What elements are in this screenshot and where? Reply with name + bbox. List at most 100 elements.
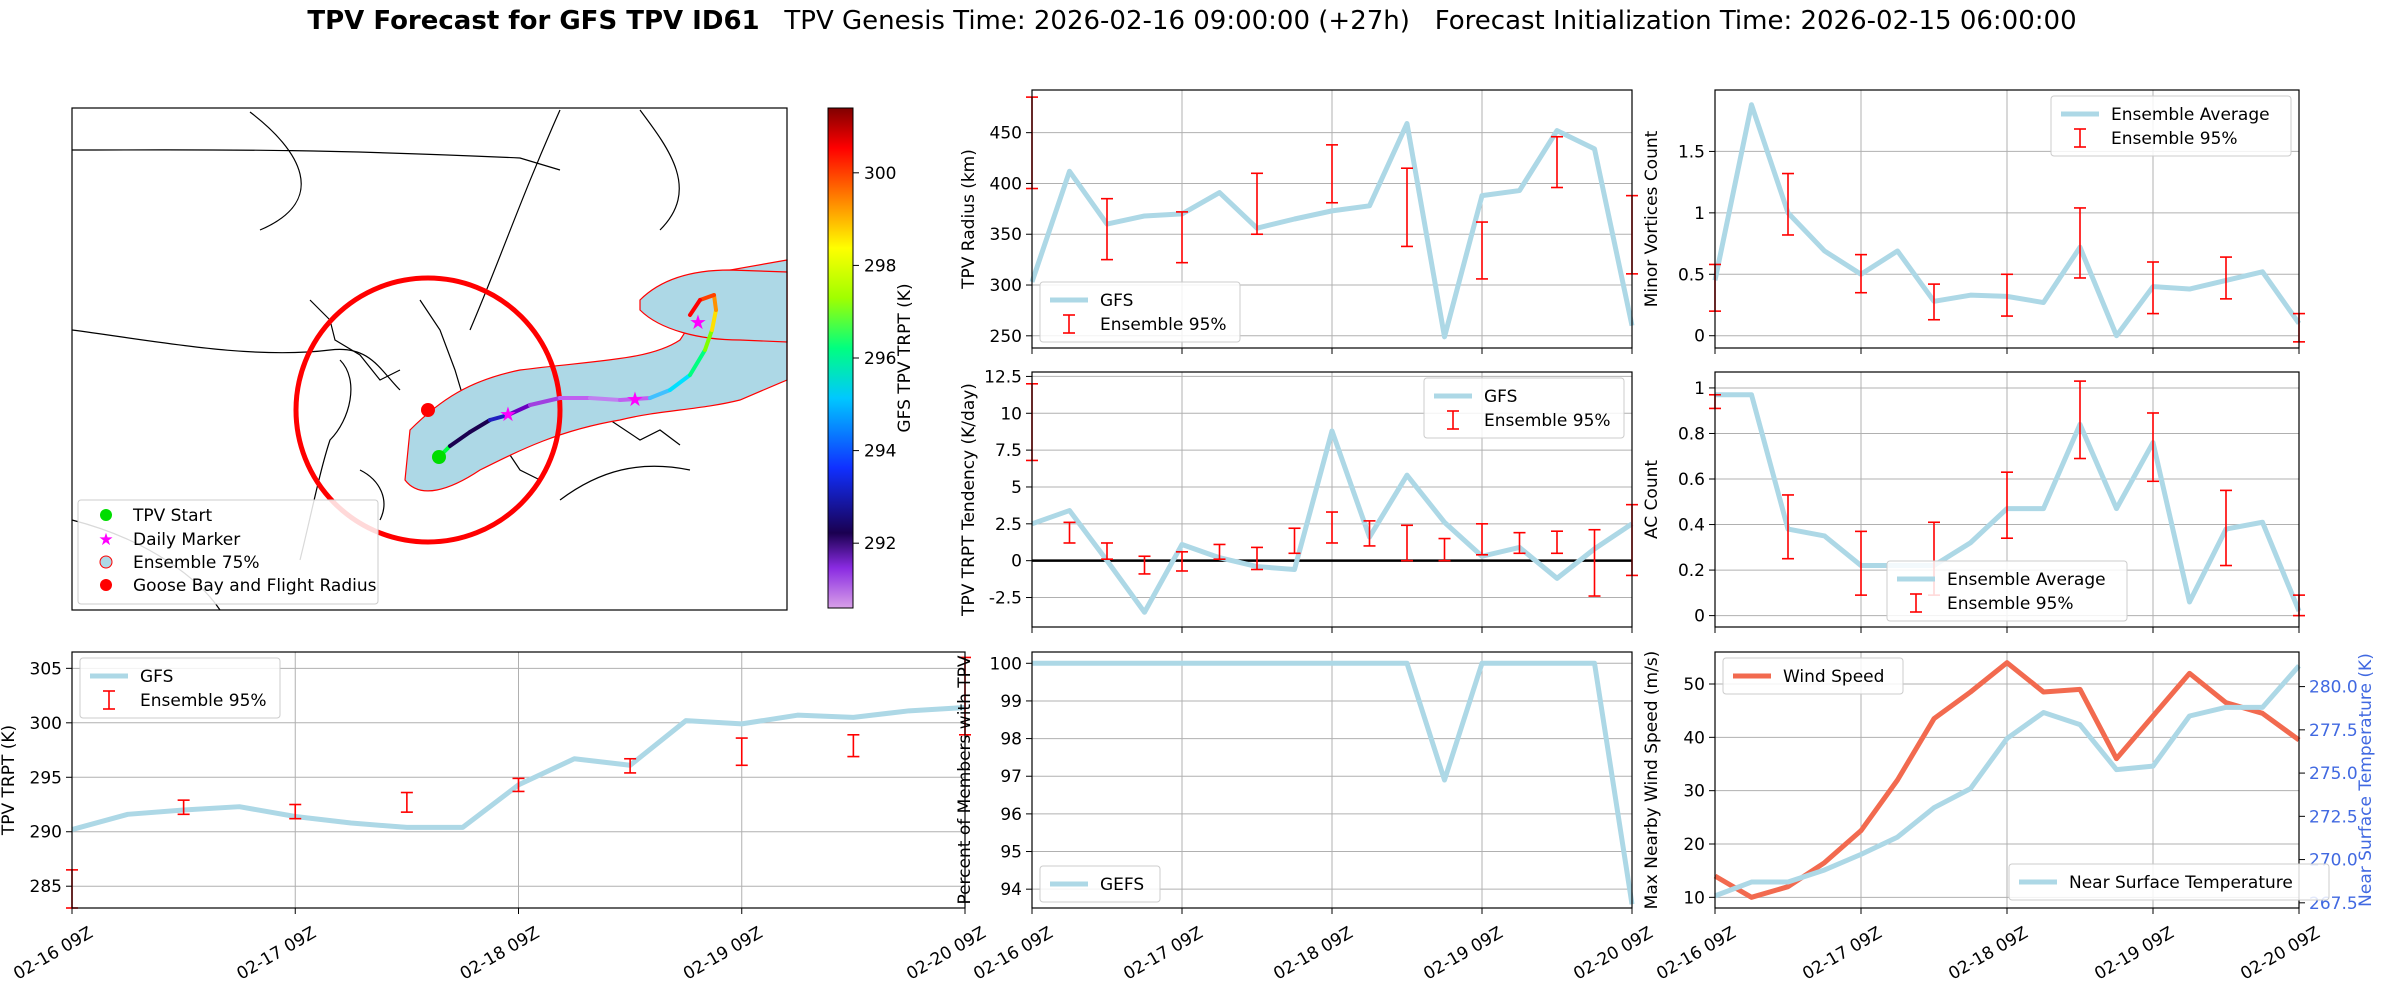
map-panel: ★ ★ ★ TPV Start ★ Daily Marker Ensemble … xyxy=(71,107,915,611)
y-axis-label: TPV Radius (km) xyxy=(959,149,979,290)
ensemble-errorbar xyxy=(2147,261,2159,315)
legend-label: Near Surface Temperature xyxy=(2069,873,2293,893)
legend-daily-marker: Daily Marker xyxy=(133,530,240,550)
legend-box xyxy=(1423,377,1625,439)
daily-marker-1: ★ xyxy=(499,402,517,426)
y-tick-label: 1 xyxy=(1694,204,1705,224)
coastlines xyxy=(71,109,788,611)
y-tick-label: 450 xyxy=(990,124,1022,144)
legend-box xyxy=(1722,657,1904,695)
track-segment xyxy=(448,430,472,448)
colorbar-label: GFS TPV TRPT (K) xyxy=(895,283,915,432)
colorbar-tick-label: 300 xyxy=(864,164,896,184)
legend-label: GFS xyxy=(1484,387,1517,407)
ensemble-errorbar xyxy=(1401,524,1413,562)
chart-radius: 250 300 350 400 450 TPV Radius (km) GFS Ensembl… xyxy=(959,89,1638,354)
ensemble-errorbar xyxy=(1438,537,1451,562)
y-tick-label: 0 xyxy=(1011,552,1022,572)
y-tick-label: 1 xyxy=(1694,379,1705,399)
ensemble-errorbar xyxy=(1782,172,1794,236)
legend-box xyxy=(1886,560,2128,622)
legend-label: Ensemble 95% xyxy=(1484,411,1611,431)
legend-label: Ensemble 95% xyxy=(140,691,267,711)
ensemble-errorbar xyxy=(1551,530,1563,555)
y-tick-label: 300 xyxy=(30,714,62,734)
ensemble-errorbar xyxy=(1928,283,1940,321)
chart-members: 94 95 96 97 98 99 100 Percent of Members with T… xyxy=(955,651,1657,982)
x-tick-label: 02-17 09Z xyxy=(233,923,319,982)
figure-title: TPV Forecast for GFS TPV ID61 TPV Genesi… xyxy=(0,6,2384,36)
legend-label: GEFS xyxy=(1100,875,1144,895)
ensemble-errorbar xyxy=(289,803,302,820)
legend-tendency: GFS Ensemble 95% xyxy=(1423,377,1625,439)
ensemble-errorbar xyxy=(177,799,190,816)
y-axis-label: Percent of Members with TPV xyxy=(955,655,975,904)
legend-ensemble: Ensemble 75% xyxy=(133,553,260,573)
legend-label: Ensemble Average xyxy=(1947,570,2106,590)
y-tick-label: 94 xyxy=(1000,880,1022,900)
ensemble-errorbar xyxy=(2220,256,2232,300)
y-tick-label: 1.5 xyxy=(1678,142,1705,162)
track-segment xyxy=(528,396,562,407)
track-segment xyxy=(648,388,672,400)
legend-label: Wind Speed xyxy=(1783,667,1884,687)
legend-label: Ensemble 95% xyxy=(1947,594,2074,614)
y-tick-label: 0.8 xyxy=(1678,424,1705,444)
track-segment xyxy=(668,373,692,392)
track-segment xyxy=(588,396,622,402)
legend-minor: Ensemble Average Ensemble 95% xyxy=(2050,95,2292,157)
legend-temp: Near Surface Temperature xyxy=(2008,863,2330,901)
x-tick-label: 02-17 09Z xyxy=(1799,923,1885,982)
y-axis-label: AC Count xyxy=(1642,460,1662,539)
ensemble-errorbar xyxy=(1176,551,1188,572)
legend-daily-marker-icon: ★ xyxy=(98,530,113,550)
track-segment xyxy=(506,403,532,417)
chart-trpt: 285 290 295 300 305 TPV TRPT (K) 02-16 09Z 02-1… xyxy=(0,651,990,982)
ensemble-errorbar xyxy=(1101,542,1113,560)
ensemble-errorbar xyxy=(1551,135,1563,189)
legend-wind: Wind Speed xyxy=(1722,657,1904,695)
ensemble-errorbar xyxy=(1782,494,1794,560)
ensemble-errorbar xyxy=(1288,527,1301,555)
x-tick-label: 02-19 09Z xyxy=(680,923,766,982)
legend-box xyxy=(2008,863,2330,901)
y-tick-label: 12.5 xyxy=(984,367,1022,387)
y-tick-label: -2.5 xyxy=(989,589,1022,609)
ensemble-errorbar xyxy=(1213,543,1226,560)
flight-radius-circle xyxy=(293,275,563,545)
y-tick-label: 0 xyxy=(1694,607,1705,627)
y-tick-label: 99 xyxy=(1000,692,1022,712)
x-tick-label: 02-16 09Z xyxy=(10,923,96,982)
track-segment xyxy=(698,293,716,302)
y-tick-label: 285 xyxy=(30,877,62,897)
ensemble-errorbar xyxy=(1363,520,1376,547)
title-init: Forecast Initialization Time: 2026-02-15… xyxy=(1434,6,2077,36)
track-segment xyxy=(710,308,718,332)
x-tick-label: 02-16 09Z xyxy=(1653,923,1739,982)
ensemble-errorbar xyxy=(1251,172,1263,236)
tpv-track xyxy=(437,293,718,459)
ensemble-errorbar xyxy=(1138,555,1151,575)
y-axis-label: Max Nearby Wind Speed (m/s) xyxy=(1642,651,1662,910)
legend-label: Ensemble Average xyxy=(2111,105,2270,125)
title-bold: TPV Forecast for GFS TPV ID61 xyxy=(307,6,760,36)
y-tick-label: 30 xyxy=(1683,782,1705,802)
y-tick-label: 350 xyxy=(990,225,1022,245)
y-right-tick-label: 277.5 xyxy=(2309,721,2358,741)
ensemble-errorbar xyxy=(624,757,637,774)
y-tick-label: 97 xyxy=(1000,767,1022,787)
y-tick-label: 98 xyxy=(1000,730,1022,750)
ensemble-errorbar xyxy=(2001,471,2013,540)
ensemble-errorbar xyxy=(735,737,748,767)
ensemble-errorbar xyxy=(2001,273,2013,317)
ensemble-errorbar xyxy=(1476,523,1488,556)
x-tick-label: 02-18 09Z xyxy=(1270,923,1356,982)
y-tick-label: 0 xyxy=(1694,327,1705,347)
y-tick-label: 7.5 xyxy=(995,441,1022,461)
colorbar-tick-label: 294 xyxy=(864,442,896,462)
legend-label: Ensemble 95% xyxy=(2111,129,2238,149)
track-segment xyxy=(618,396,652,402)
legend-label: GFS xyxy=(140,667,173,687)
y-tick-label: 0.5 xyxy=(1678,265,1705,285)
